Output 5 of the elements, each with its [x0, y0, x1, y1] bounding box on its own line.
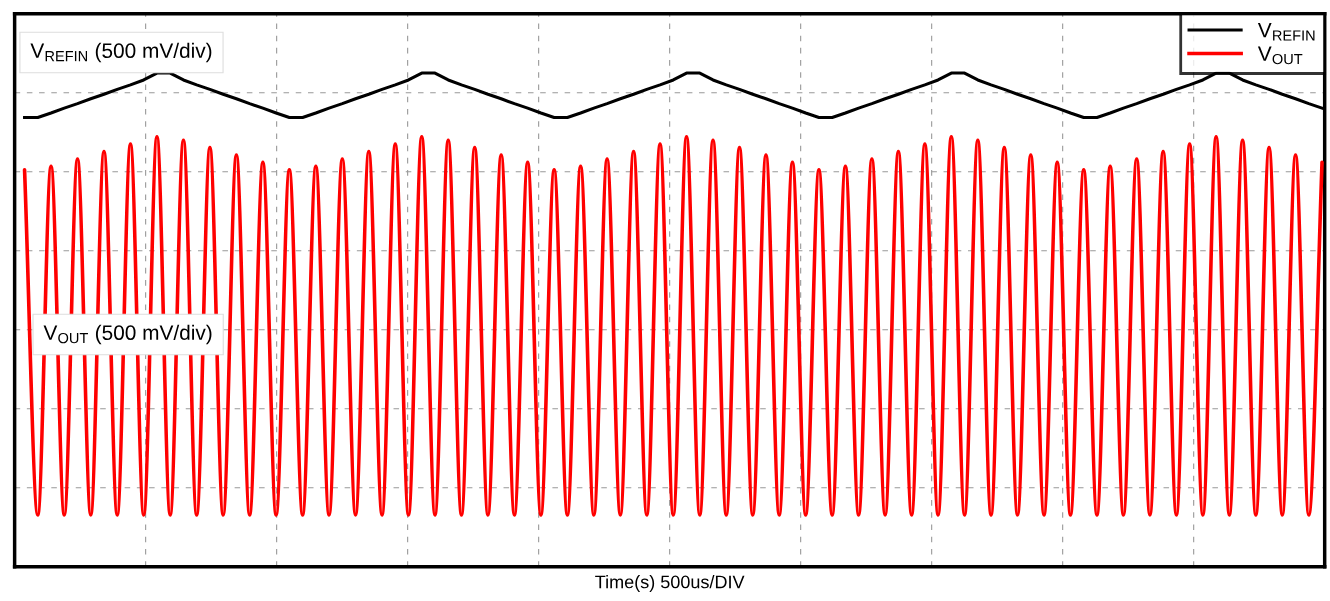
- text: V$_{REFIN}$ (500 mV/div): [30, 42, 212, 63]
- legend-label: V$_{OUT}$: [1257, 46, 1303, 65]
- annotation: V$_{OUT}$ (500 mV/div): [43, 324, 212, 345]
- legend-label: V$_{REFIN}$: [1257, 22, 1315, 41]
- x-axis-title: Time(s) 500us/DIV: [595, 575, 745, 592]
